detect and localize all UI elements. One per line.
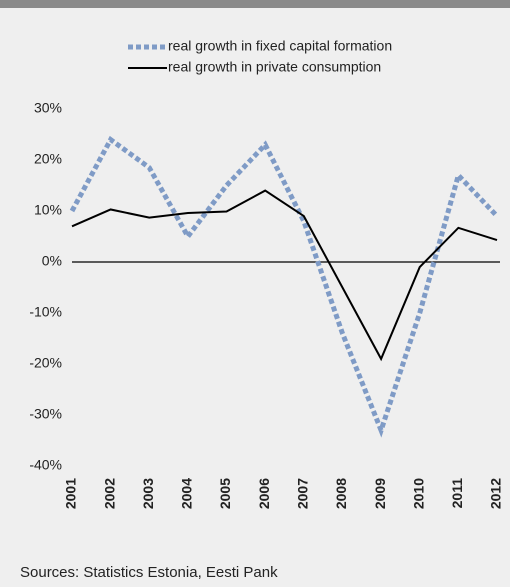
x-tick-label: 2011 xyxy=(449,478,465,509)
x-tick-label: 2004 xyxy=(179,478,195,509)
x-tick-label: 2009 xyxy=(372,478,388,509)
top-bar xyxy=(0,0,510,8)
y-tick-label: -20% xyxy=(29,355,62,371)
x-tick-label: 2003 xyxy=(140,478,156,509)
legend-label: real growth in fixed capital formation xyxy=(168,38,392,54)
y-tick-label: 0% xyxy=(42,253,62,269)
y-tick-label: -30% xyxy=(29,406,62,422)
x-tick-label: 2001 xyxy=(63,478,79,509)
x-tick-label: 2005 xyxy=(217,478,233,509)
y-tick-label: 30% xyxy=(34,100,62,116)
y-tick-label: 20% xyxy=(34,151,62,167)
series-line xyxy=(71,189,498,362)
series-line xyxy=(69,135,499,438)
x-tick-label: 2012 xyxy=(488,478,504,509)
x-tick-label: 2008 xyxy=(333,478,349,509)
source-note: Sources: Statistics Estonia, Eesti Pank xyxy=(20,564,278,581)
legend-label: real growth in private consumption xyxy=(168,59,381,75)
y-tick-label: -10% xyxy=(29,304,62,320)
y-tick-label: -40% xyxy=(29,457,62,473)
y-tick-label: 10% xyxy=(34,202,62,218)
x-tick-label: 2007 xyxy=(295,478,311,509)
x-tick-label: 2010 xyxy=(410,478,426,509)
x-tick-label: 2006 xyxy=(256,478,272,509)
x-tick-label: 2002 xyxy=(101,478,117,509)
